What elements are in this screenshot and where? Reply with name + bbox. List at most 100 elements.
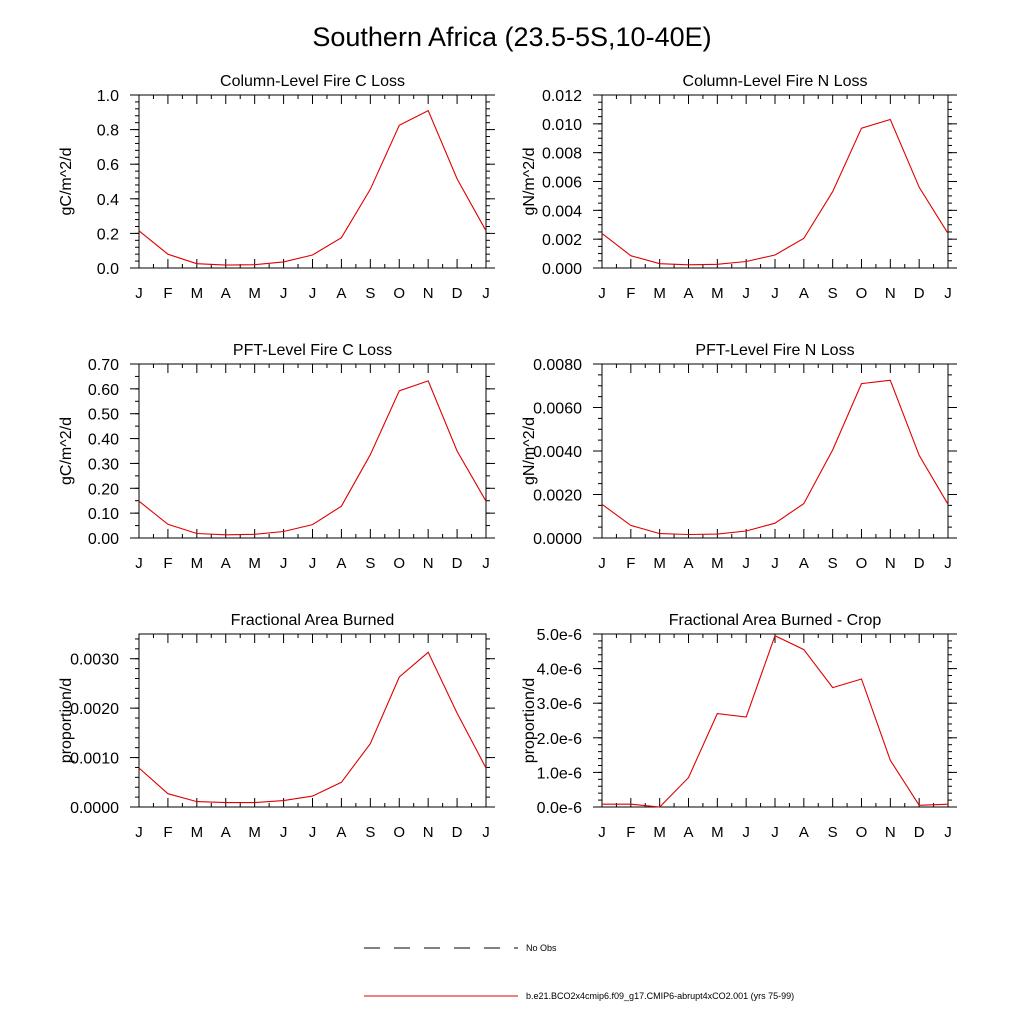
legend-entry-no-obs: No Obs [364, 943, 557, 953]
y-tick-label: 0.00 [88, 531, 119, 548]
y-tick-label: 0.004 [542, 203, 582, 220]
y-tick-label: 0.008 [542, 146, 582, 163]
x-tick-label: M [711, 285, 724, 302]
plot-frame [138, 633, 487, 808]
x-tick-label: J [482, 285, 490, 302]
x-tick-label: J [598, 285, 606, 302]
x-tick-label: J [742, 285, 750, 302]
y-tick-label: 0.0030 [70, 652, 119, 669]
x-tick-label: F [163, 824, 172, 841]
y-axis-label: gN/m^2/d [521, 148, 538, 216]
x-tick-label: J [482, 555, 490, 572]
y-tick-label: 0.8 [97, 123, 119, 140]
x-tick-label: F [626, 285, 635, 302]
y-tick-label: 0.0040 [533, 444, 582, 461]
y-tick-label: 0.010 [542, 117, 582, 134]
x-tick-label: M [191, 555, 204, 572]
y-axis-label: gC/m^2/d [58, 148, 75, 216]
y-tick-label: 0.0020 [533, 488, 582, 505]
y-tick-label: 0.012 [542, 88, 582, 105]
x-tick-label: A [683, 285, 693, 302]
x-tick-label: N [423, 824, 434, 841]
x-tick-label: A [221, 285, 231, 302]
legend-label: b.e21.BCO2x4cmip6.f09_g17.CMIP6-abrupt4x… [526, 991, 794, 1001]
y-tick-label: 0.4 [97, 192, 119, 209]
y-axis-label: proportion/d [58, 678, 75, 763]
x-tick-label: J [309, 824, 317, 841]
panel-title: PFT-Level Fire C Loss [233, 342, 392, 359]
x-tick-label: M [191, 824, 204, 841]
y-axis-label: gC/m^2/d [58, 417, 75, 485]
x-tick-label: J [944, 555, 952, 572]
x-tick-label: J [280, 555, 288, 572]
series-line [138, 380, 487, 536]
x-tick-label: N [885, 555, 896, 572]
x-tick-label: J [598, 824, 606, 841]
x-tick-label: S [828, 285, 838, 302]
x-tick-label: J [742, 555, 750, 572]
legend: No Obs b.e21.BCO2x4cmip6.f09_g17.CMIP6-ab… [364, 943, 794, 1001]
x-tick-label: D [914, 555, 925, 572]
x-tick-label: J [771, 555, 779, 572]
x-tick-label: N [423, 555, 434, 572]
x-tick-label: J [482, 824, 490, 841]
x-tick-label: D [914, 824, 925, 841]
x-tick-label: M [653, 824, 666, 841]
y-tick-label: 0.2 [97, 226, 119, 243]
x-tick-label: A [683, 824, 693, 841]
figure-title: Southern Africa (23.5-5S,10-40E) [312, 22, 712, 52]
y-tick-label: 0.20 [88, 481, 119, 498]
x-tick-label: O [856, 285, 868, 302]
x-tick-label: J [944, 824, 952, 841]
x-tick-label: A [221, 824, 231, 841]
y-tick-label: 0.000 [542, 261, 582, 278]
panel-title: Fractional Area Burned - Crop [669, 612, 882, 629]
plot-frame [138, 94, 487, 269]
x-tick-label: D [914, 285, 925, 302]
y-tick-label: 0.0000 [533, 531, 582, 548]
x-tick-label: A [799, 824, 809, 841]
panel-title: PFT-Level Fire N Loss [695, 342, 854, 359]
panel-6: Fractional Area Burned - Crop proportion/… [521, 612, 957, 841]
y-tick-label: 0.50 [88, 407, 119, 424]
x-tick-label: N [885, 285, 896, 302]
y-tick-label: 0.0060 [533, 401, 582, 418]
y-axis-label: proportion/d [521, 678, 538, 763]
x-tick-label: J [598, 555, 606, 572]
x-tick-label: J [309, 285, 317, 302]
x-tick-label: J [309, 555, 317, 572]
x-tick-label: S [828, 824, 838, 841]
legend-entry-model: b.e21.BCO2x4cmip6.f09_g17.CMIP6-abrupt4x… [364, 991, 794, 1001]
x-tick-label: A [799, 555, 809, 572]
x-tick-label: J [280, 285, 288, 302]
x-tick-label: S [828, 555, 838, 572]
x-tick-label: O [393, 824, 405, 841]
y-tick-label: 0.30 [88, 456, 119, 473]
x-tick-label: M [711, 555, 724, 572]
y-tick-label: 3.0e-6 [537, 696, 582, 713]
plot-frame [138, 363, 487, 539]
x-tick-label: M [711, 824, 724, 841]
x-tick-label: A [336, 285, 346, 302]
x-tick-label: S [365, 824, 375, 841]
x-tick-label: S [365, 555, 375, 572]
x-tick-label: A [336, 555, 346, 572]
x-tick-label: M [653, 555, 666, 572]
x-tick-label: A [799, 285, 809, 302]
x-tick-label: D [452, 285, 463, 302]
y-tick-label: 0.10 [88, 506, 119, 523]
x-tick-label: O [856, 824, 868, 841]
series-line [602, 634, 949, 808]
panel-title: Column-Level Fire N Loss [683, 73, 868, 90]
y-tick-label: 0.0020 [70, 701, 119, 718]
panel-title: Fractional Area Burned [231, 612, 395, 629]
series-line [601, 118, 949, 266]
x-tick-label: A [683, 555, 693, 572]
x-tick-label: M [248, 285, 261, 302]
x-tick-label: D [452, 824, 463, 841]
